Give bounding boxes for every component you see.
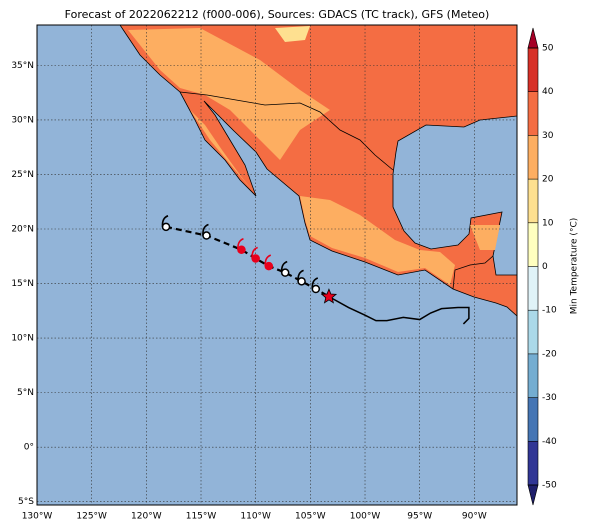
past-track-line [328,295,470,325]
x-tick-label: 110°W [240,512,271,522]
colorbar-tick-label: 50 [542,44,554,54]
storm-symbol [311,277,321,294]
colorbar-segment [528,266,538,311]
colorbar-tick-label: -10 [542,306,557,316]
y-tick-label: 25°N [11,170,34,180]
x-tick-label: 105°W [295,512,326,522]
mild-region [275,26,310,42]
storm-arm [297,269,304,282]
y-tick-label: 5°N [17,388,34,398]
colorbar-tick-label: -30 [542,393,557,403]
colorbar-tick-label: 40 [542,87,554,97]
warm-region [470,225,500,250]
storm-symbol [161,215,171,232]
colorbar-segment [528,179,538,223]
y-tick-label: 0° [24,443,34,453]
colorbar-tick-label: -40 [542,437,557,447]
border [179,91,394,171]
storm-arm [251,246,258,259]
track [161,215,470,325]
storm-arm [264,254,272,267]
colorbar-segment [528,91,538,136]
storm-eye [251,254,260,263]
colorbar-segment [528,310,538,354]
map-area [37,25,517,505]
colorbar-segment [528,441,538,485]
storm-eye [202,231,211,240]
x-tick-label: 100°W [350,512,381,522]
x-tick-label: 125°W [76,512,107,522]
y-tick-label: 10°N [11,334,34,344]
storm-arm [237,237,244,250]
colorbar-tick-label: -50 [542,481,557,491]
x-tick-label: 90°W [462,512,487,522]
colorbar-tick-label: 30 [542,131,554,141]
storm-symbol [251,246,260,263]
axes: 130°W 125°W 120°W 115°W 110°W 105°W 100°W 95°W 9… [11,61,487,522]
x-tick-label: 120°W [131,512,162,522]
colorbar-segment [528,353,538,398]
border [452,255,494,290]
colorbar-tick-label: -20 [542,349,557,359]
x-tick-label: 95°W [407,512,432,522]
storm-arm [280,260,288,273]
map-frame [36,24,518,506]
colorbar: -50 -40 -30 -20 -10 0 10 20 30 40 50 [527,27,557,506]
y-tick-label: 20°N [11,225,34,235]
colorbar-segment [528,135,538,180]
storm-eye [297,277,306,286]
x-tick-label: 130°W [22,512,53,522]
warm-region [190,110,252,190]
y-tick-label: 30°N [11,115,34,125]
x-tick-label: 115°W [186,512,217,522]
storm-arm [161,215,169,227]
colorbar-over [527,27,539,49]
colorbar-under [527,484,539,506]
storm-arm [202,223,209,236]
colorbar-segment [528,48,538,92]
grid [37,25,517,505]
y-tick-label: 35°N [11,61,34,71]
y-tick-label: 15°N [11,279,34,289]
storm-arm [311,277,319,290]
storm-eye [311,284,321,294]
storm-eye [264,261,274,271]
colorbar-segment [528,397,538,442]
storm-symbol [264,254,274,271]
storm-eye [237,245,246,254]
storm-symbol [297,269,306,286]
colorbar-segment [528,222,538,267]
colorbar-tick-label: 10 [542,218,554,228]
colorbar-label: Min Temperature (°C) [570,218,580,315]
storm-symbol [237,237,246,254]
storm-eye [280,268,290,277]
storm-eye [161,222,171,232]
storm-symbol [202,223,211,240]
map-title: Forecast of 2022062212 (f000-006), Sourc… [65,8,490,21]
colorbar-tick-label: 0 [542,262,548,272]
storm-symbol [280,260,290,277]
warm-region [300,196,455,285]
colorbar-tick-label: 20 [542,175,554,185]
current-position [320,288,338,304]
y-tick-label: 5°S [18,497,34,507]
warm-region [128,28,330,160]
